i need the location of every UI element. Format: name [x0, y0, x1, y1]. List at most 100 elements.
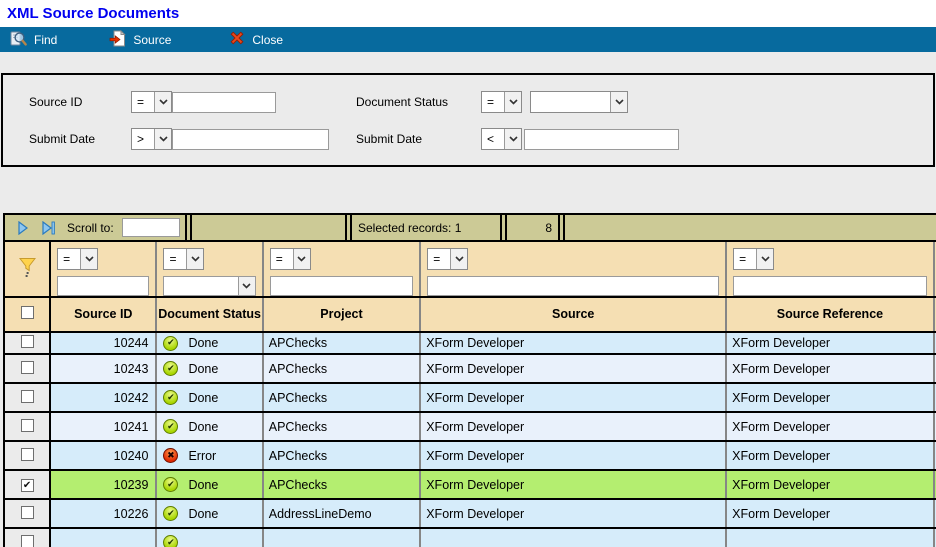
project-cell: APChecks: [262, 383, 422, 413]
source-cell: XForm Developer: [420, 499, 728, 529]
filter-funnel-icon[interactable]: [18, 258, 36, 281]
column-header-project[interactable]: Project: [262, 297, 422, 333]
selected-records-text: Selected records: 1: [358, 220, 462, 235]
submit-date-label: Submit Date: [29, 132, 96, 146]
filter-cell-source-id: =: [50, 242, 158, 298]
source-id-input[interactable]: [172, 91, 276, 113]
document-status-cell: Done: [156, 354, 264, 384]
document-status-cell: Done: [156, 470, 264, 500]
document-status-label: Document Status: [356, 95, 449, 109]
submit-date-to-input[interactable]: [524, 128, 679, 150]
filter-select-document-status[interactable]: [163, 276, 256, 295]
filter-operator-select[interactable]: =: [427, 248, 469, 270]
column-header-source-id[interactable]: Source ID: [50, 297, 158, 333]
pager-controls: Scroll to:: [5, 215, 185, 240]
column-header-document-status[interactable]: Document Status: [156, 297, 264, 333]
search-field-submit-date-to: Submit Date <: [356, 128, 679, 150]
last-arrow-icon: [42, 220, 55, 235]
source-cell: XForm Developer: [420, 332, 728, 355]
project-cell: APChecks: [262, 441, 422, 471]
status-label: Done: [188, 361, 219, 376]
pager-divider: [500, 215, 507, 240]
filter-cell-source: =: [420, 242, 728, 298]
chevron-down-icon: [504, 129, 521, 149]
status-icon: [163, 361, 179, 376]
row-checkbox[interactable]: [20, 335, 34, 348]
column-header-source[interactable]: Source: [420, 297, 728, 333]
select-all-cell: [5, 297, 52, 333]
pager-divider: [345, 215, 352, 240]
scroll-to-input[interactable]: [121, 218, 180, 237]
row-checkbox[interactable]: [20, 418, 34, 432]
table-row[interactable]: 10244 Done APChecks XForm Developer XFor…: [5, 332, 936, 355]
status-icon: [163, 448, 179, 463]
find-button[interactable]: Find: [10, 27, 57, 52]
source-reference-cell: XForm Developer: [726, 332, 935, 355]
row-checkbox[interactable]: [20, 479, 34, 493]
document-status-select[interactable]: [530, 91, 628, 113]
table-row[interactable]: 10239 Done APChecks XForm Developer XFor…: [5, 470, 936, 500]
scroll-to-label: Scroll to:: [67, 220, 114, 235]
row-checkbox[interactable]: [20, 534, 34, 547]
document-status-operator-select[interactable]: =: [481, 91, 522, 113]
column-header-source-reference[interactable]: Source Reference: [726, 297, 935, 333]
next-record-button[interactable]: [17, 220, 29, 235]
filter-input-source[interactable]: [427, 276, 720, 295]
filter-operator-select[interactable]: =: [57, 248, 99, 270]
status-icon: [163, 390, 179, 405]
document-status-cell: Done: [156, 499, 264, 529]
row-checkbox[interactable]: [20, 360, 34, 374]
filter-operator-select[interactable]: =: [163, 248, 205, 270]
submit-date-from-operator-select[interactable]: >: [131, 128, 172, 150]
row-checkbox-cell: [5, 528, 52, 547]
project-cell: AddressLineDemo: [262, 499, 422, 529]
close-button[interactable]: Close: [229, 27, 283, 52]
toolbar: Find Source Close: [0, 27, 936, 52]
source-cell: XForm Developer: [420, 470, 728, 500]
table-row[interactable]: 10241 Done APChecks XForm Developer XFor…: [5, 412, 936, 442]
search-field-submit-date-from: Submit Date >: [29, 128, 329, 150]
chevron-down-icon: [80, 249, 98, 269]
filter-input-project[interactable]: [269, 276, 414, 295]
source-reference-cell: XForm Developer: [726, 441, 935, 471]
status-label: Done: [188, 419, 219, 434]
source-button[interactable]: Source: [109, 27, 171, 52]
source-reference-cell: XForm Developer: [726, 354, 935, 384]
submit-date-from-input[interactable]: [172, 128, 329, 150]
source-id-operator-select[interactable]: =: [131, 91, 172, 113]
chevron-down-icon: [756, 249, 774, 269]
next-arrow-icon: [18, 220, 28, 235]
table-row[interactable]: [5, 528, 936, 547]
edge-cell: A: [933, 470, 936, 500]
table-row[interactable]: 10226 Done AddressLineDemo XForm Develop…: [5, 499, 936, 529]
source-reference-cell: XForm Developer: [726, 383, 935, 413]
submit-date-to-operator-select[interactable]: <: [481, 128, 522, 150]
select-all-checkbox[interactable]: [20, 305, 34, 319]
edge-cell: A: [933, 499, 936, 529]
table-row[interactable]: 10243 Done APChecks XForm Developer XFor…: [5, 354, 936, 384]
status-label: Done: [188, 477, 219, 492]
source-id-cell: 10239: [50, 470, 158, 500]
filter-input-source-reference[interactable]: [733, 276, 927, 295]
document-status-cell: [156, 528, 264, 547]
source-id-cell: 10241: [50, 412, 158, 442]
row-checkbox[interactable]: [20, 505, 34, 519]
row-checkbox-cell: [5, 470, 52, 500]
source-id-cell: 10244: [50, 332, 158, 355]
table-row[interactable]: 10240 Error APChecks XForm Developer XFo…: [5, 441, 936, 471]
project-cell: APChecks: [262, 470, 422, 500]
table-row[interactable]: 10242 Done APChecks XForm Developer XFor…: [5, 383, 936, 413]
row-checkbox[interactable]: [20, 447, 34, 461]
column-header-edge[interactable]: [933, 297, 936, 333]
close-icon: [229, 30, 245, 49]
page-title: XML Source Documents: [7, 5, 180, 22]
filter-operator-select[interactable]: =: [269, 248, 311, 270]
filter-input-source-id[interactable]: [57, 276, 150, 295]
source-icon: [109, 29, 127, 50]
pager-divider: [558, 215, 565, 240]
row-checkbox[interactable]: [20, 389, 34, 403]
last-record-button[interactable]: [41, 220, 56, 235]
project-cell: APChecks: [262, 354, 422, 384]
search-field-document-status: Document Status =: [356, 91, 628, 113]
filter-operator-select[interactable]: =: [733, 248, 775, 270]
